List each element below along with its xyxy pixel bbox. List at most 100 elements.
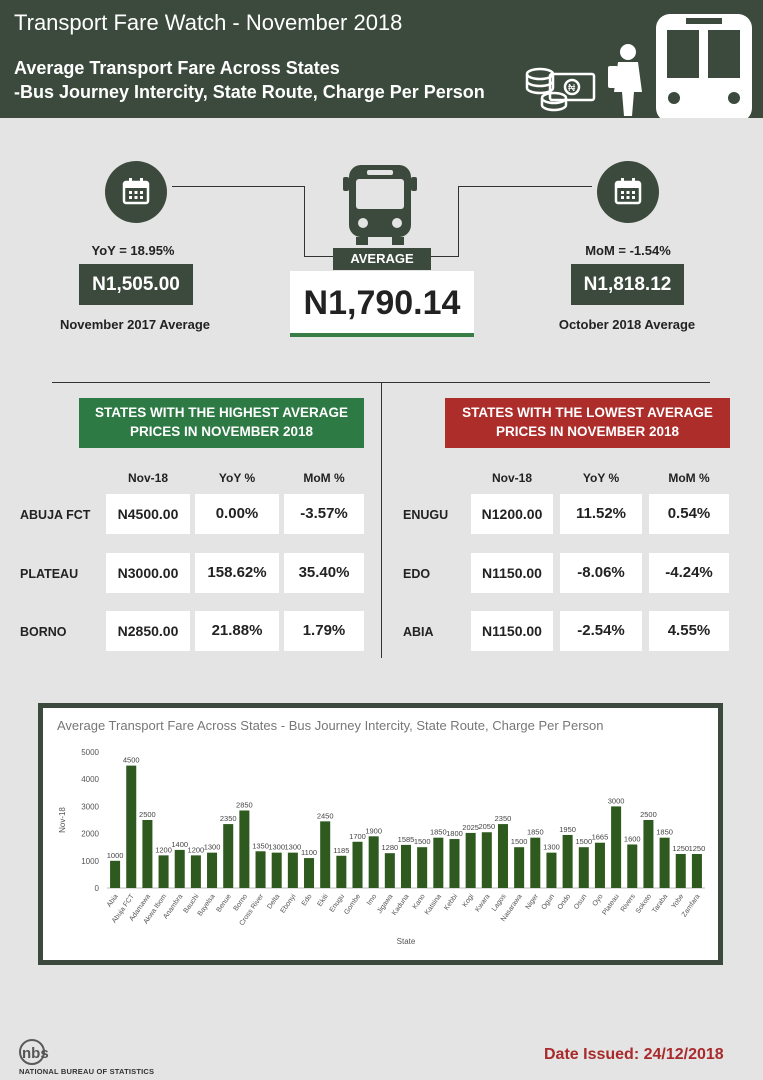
x-tick-label: Ogun	[541, 893, 557, 911]
bar-value-label: 1300	[285, 843, 302, 852]
subtitle-line-1: Average Transport Fare Across States	[14, 58, 340, 78]
bar	[190, 855, 201, 888]
bar-value-label: 2050	[478, 822, 495, 831]
bar	[433, 837, 444, 888]
bar	[126, 765, 137, 888]
bar-value-label: 1665	[592, 833, 609, 842]
bar-value-label: 1850	[656, 828, 673, 837]
calendar-icon	[614, 178, 642, 205]
bar-value-label: 1250	[689, 844, 706, 853]
bar	[158, 855, 169, 888]
x-tick-label: Kebbi	[443, 893, 459, 912]
x-tick-label: Abia	[106, 893, 120, 909]
bar-value-label: 1850	[430, 828, 447, 837]
bar	[271, 852, 282, 888]
highest-row-value: N4500.00	[106, 494, 190, 534]
lowest-row-yoy: 11.52%	[560, 494, 642, 534]
bar	[578, 847, 589, 888]
bar-value-label: 2350	[220, 814, 237, 823]
bar	[449, 839, 460, 888]
lowest-row-mom: -4.24%	[649, 553, 729, 593]
bar-value-label: 1300	[204, 843, 221, 852]
bar	[174, 849, 185, 888]
highest-row-value: N2850.00	[106, 611, 190, 651]
bar-value-label: 1700	[349, 832, 366, 841]
bus-large-icon	[656, 14, 752, 118]
x-tick-label: Kwara	[474, 893, 491, 913]
bar-value-label: 1000	[107, 851, 124, 860]
bar	[352, 841, 363, 888]
bar-value-label: 1850	[527, 828, 544, 837]
bar	[304, 858, 315, 888]
bar	[530, 837, 541, 888]
bar	[320, 821, 331, 888]
bar-value-label: 3000	[608, 796, 625, 805]
bar	[546, 852, 557, 888]
bar	[417, 847, 428, 888]
header-illustration: ₦	[525, 14, 752, 118]
x-tick-label: Delta	[266, 893, 281, 910]
bar-value-label: 2500	[139, 810, 156, 819]
coins-icon	[525, 67, 568, 112]
page-title: Transport Fare Watch - November 2018	[14, 10, 403, 35]
average-value: N1,790.14	[290, 271, 474, 337]
lowest-col-header-yoy: YoY %	[582, 471, 620, 485]
x-tick-label: Benue	[216, 893, 233, 914]
mom-label: MoM = -1.54%	[585, 243, 671, 258]
highest-prices-banner: STATES WITH THE HIGHEST AVERAGE PRICES I…	[79, 398, 364, 448]
bar	[481, 832, 492, 888]
bar	[643, 820, 654, 888]
x-tick-label: Ondo	[557, 893, 573, 911]
y-tick-label: 5000	[81, 748, 99, 757]
highest-col-header-mom: MoM %	[303, 471, 345, 485]
connector-left-end	[304, 256, 333, 257]
lowest-col-header-nov18: Nov-18	[491, 471, 532, 485]
highest-row-value: N3000.00	[106, 553, 190, 593]
x-tick-label: Yobe	[671, 893, 686, 910]
bar-value-label: 1185	[333, 846, 349, 855]
highest-row-state: ABUJA FCT	[20, 508, 91, 522]
bar	[594, 842, 605, 888]
bar	[110, 860, 121, 888]
bar-value-label: 1280	[381, 843, 398, 852]
banknote-icon: ₦	[548, 72, 596, 102]
fare-bar-chart: Average Transport Fare Across States - B…	[57, 718, 706, 946]
nbs-logo: nbs	[19, 1039, 49, 1065]
traveler-icon	[608, 44, 642, 116]
x-tick-label: Oyo	[591, 893, 604, 908]
highest-title-line-2: PRICES IN NOVEMBER 2018	[129, 424, 314, 439]
bar	[675, 854, 686, 888]
bar	[336, 855, 347, 888]
lowest-row-yoy: -2.54%	[560, 611, 642, 651]
lowest-prices-banner: STATES WITH THE LOWEST AVERAGE PRICES IN…	[445, 398, 730, 448]
bar	[611, 806, 622, 888]
x-axis-label: State	[397, 937, 416, 946]
highest-row-state: BORNO	[20, 625, 67, 639]
bar-value-label: 2450	[317, 811, 334, 820]
prev-month-average-value: N1,818.12	[571, 264, 684, 305]
bar-value-label: 1800	[446, 829, 463, 838]
bar-value-label: 2500	[640, 810, 657, 819]
connector-right-end	[431, 256, 459, 257]
section-divider-vertical	[381, 382, 382, 658]
bar	[255, 851, 266, 888]
bar	[287, 852, 298, 888]
fare-chart-frame: Average Transport Fare Across States - B…	[38, 703, 723, 965]
bar-value-label: 1250	[672, 844, 689, 853]
x-tick-label: Borno	[233, 893, 250, 912]
lowest-row-value: N1200.00	[471, 494, 553, 534]
y-tick-label: 3000	[81, 802, 99, 811]
connector-right	[458, 186, 592, 257]
highest-row-yoy: 0.00%	[195, 494, 279, 534]
x-tick-label: Ebonyi	[279, 893, 297, 915]
header-banner: Transport Fare Watch - November 2018 Ave…	[0, 0, 763, 118]
highest-col-header-yoy: YoY %	[218, 471, 256, 485]
bar-value-label: 1350	[252, 841, 269, 850]
connector-left	[172, 186, 305, 257]
bar-value-label: 1600	[624, 834, 641, 843]
x-tick-label: Osun	[573, 893, 588, 911]
lowest-row-yoy: -8.06%	[560, 553, 642, 593]
bar-value-label: 2025	[462, 823, 479, 832]
calendar-icon-right	[597, 161, 659, 223]
bar-value-label: 1300	[543, 843, 560, 852]
